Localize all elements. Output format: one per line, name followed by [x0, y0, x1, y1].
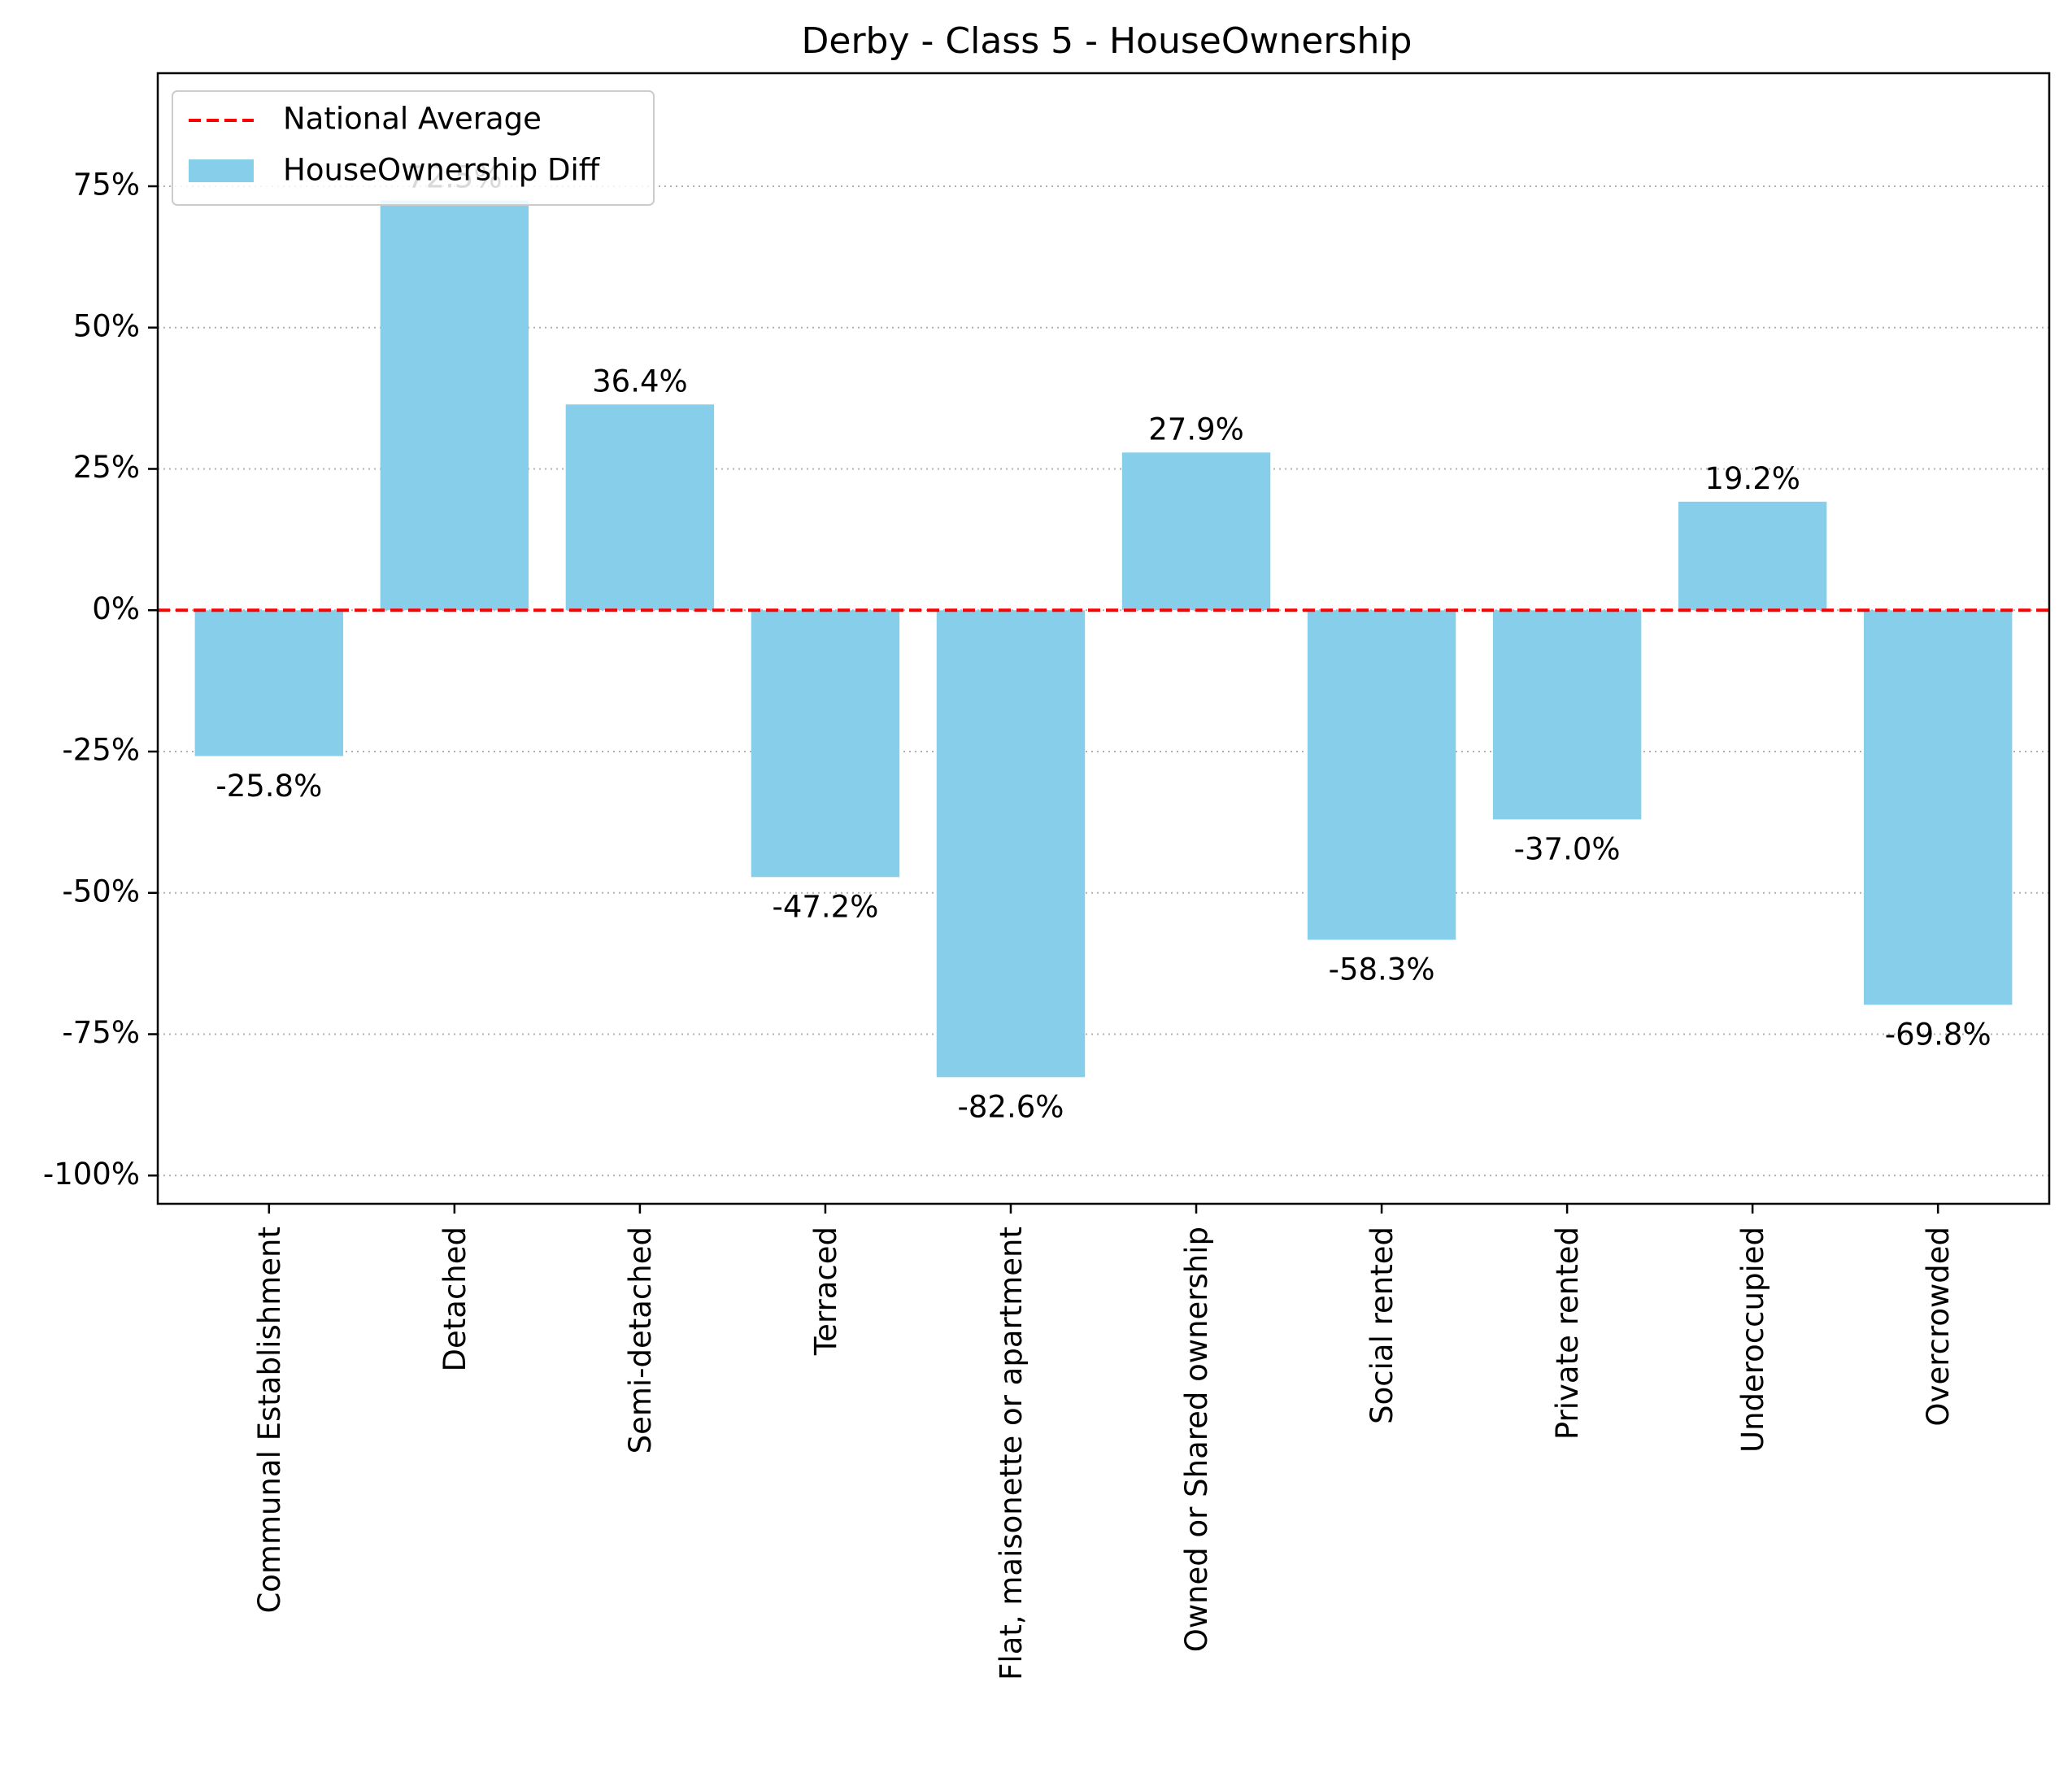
x-tick-label: Owned or Shared ownership: [1179, 1227, 1214, 1652]
x-tick-label: Flat, maisonette or apartment: [994, 1227, 1029, 1680]
x-tick-label: Underoccupied: [1735, 1227, 1770, 1453]
x-tick-label: Communal Establishment: [252, 1227, 287, 1614]
data-label: 19.2%: [1704, 461, 1800, 496]
bar: [1678, 501, 1827, 611]
bar: [1492, 610, 1642, 820]
data-label: -69.8%: [1885, 1018, 1991, 1052]
x-tick-label: Overcrowded: [1921, 1227, 1956, 1427]
x-tick-label: Detached: [437, 1227, 472, 1371]
bar: [565, 404, 715, 611]
y-tick-label: -25%: [62, 733, 140, 768]
y-tick-label: 0%: [92, 591, 140, 626]
data-label: -47.2%: [772, 889, 878, 924]
data-label: 27.9%: [1148, 412, 1244, 447]
data-label: -25.8%: [215, 769, 322, 804]
bar: [194, 610, 344, 756]
bar: [1863, 610, 2013, 1005]
x-tick-label: Social rented: [1365, 1227, 1399, 1424]
y-tick-label: 50%: [73, 308, 140, 343]
bar: [380, 200, 529, 611]
x-tick-label: Terraced: [808, 1227, 843, 1356]
bars-layer: [194, 200, 2013, 1078]
y-tick-label: 25%: [73, 450, 140, 485]
plot-frame: [156, 72, 2051, 1205]
legend-label-national-average: National Average: [283, 102, 542, 137]
x-tick-label: Semi-detached: [623, 1227, 658, 1453]
legend: National Average HouseOwnership Diff: [172, 90, 655, 206]
legend-swatch-houseownership-diff: [189, 159, 254, 182]
y-tick-label: 75%: [73, 168, 140, 203]
bar: [1307, 610, 1456, 940]
data-label: -58.3%: [1329, 952, 1435, 987]
y-tick-label: -50%: [62, 874, 140, 909]
legend-box: [172, 90, 655, 206]
bar: [1121, 452, 1271, 611]
bar: [936, 610, 1086, 1078]
y-tick-label: -75%: [62, 1015, 140, 1050]
grid-layer: [158, 185, 2049, 1177]
bar: [751, 610, 900, 878]
axes-layer: -100% -75% -50% -25% 0% 25% 50% 75% Communal Est…: [43, 72, 2051, 1680]
legend-label-houseownership-diff: HouseOwnership Diff: [283, 153, 601, 188]
data-label: -37.0%: [1514, 832, 1621, 867]
x-tick-label: Private rented: [1550, 1227, 1585, 1440]
chart-title: Derby - Class 5 - HouseOwnership: [802, 20, 1413, 62]
data-label: -82.6%: [958, 1090, 1064, 1125]
y-tick-label: -100%: [43, 1157, 140, 1192]
data-label: 36.4%: [592, 364, 688, 399]
